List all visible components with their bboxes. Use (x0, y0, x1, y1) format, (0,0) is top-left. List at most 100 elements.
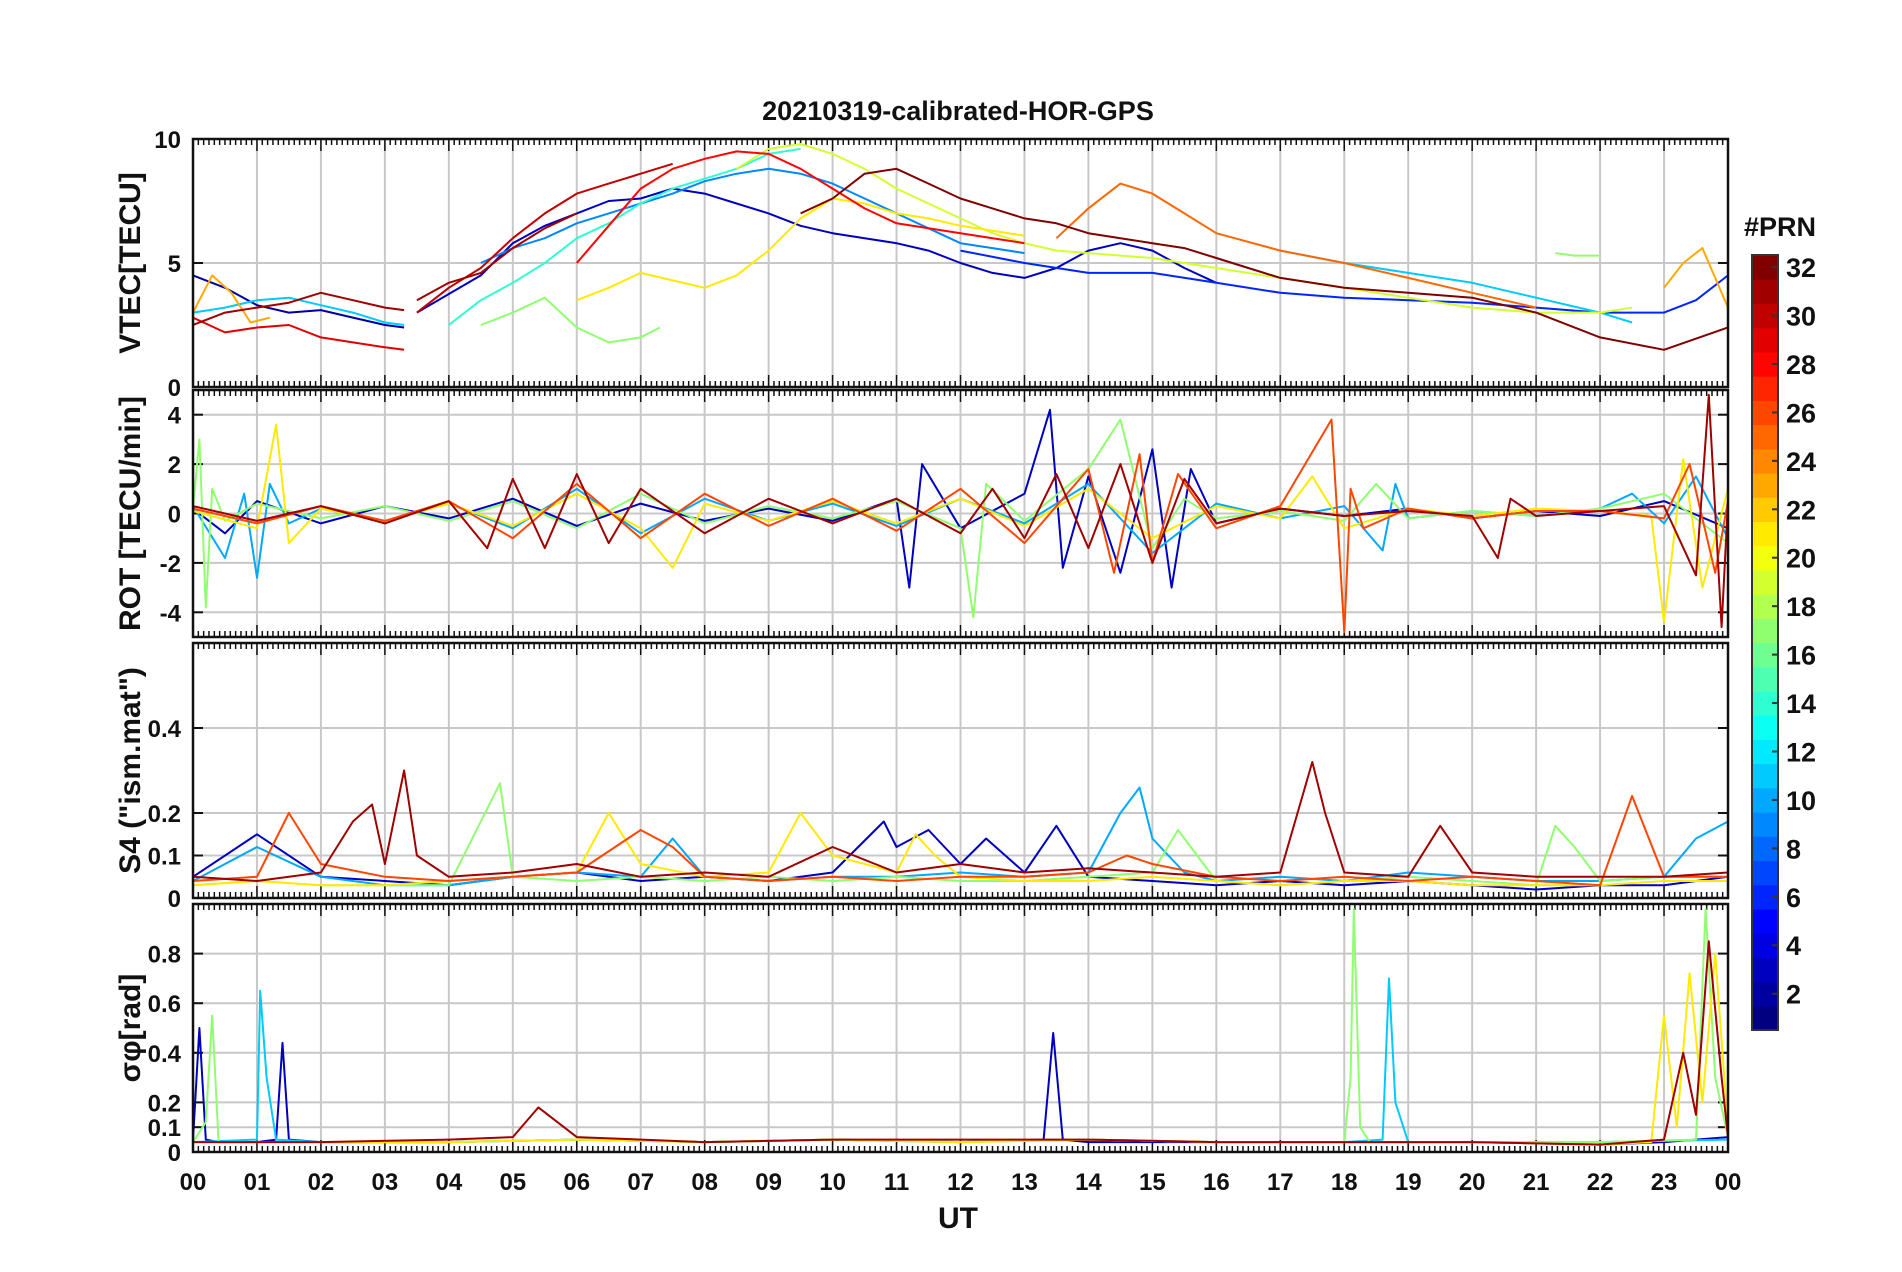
series-prn-31 (193, 940, 1728, 1146)
colorbar-tick-label: 14 (1786, 689, 1816, 719)
series-prn-23 (1663, 247, 1728, 308)
colorbar-tick-label: 30 (1786, 302, 1816, 332)
axes-frame (191, 137, 1730, 389)
colorbar-tick-label: 10 (1786, 786, 1816, 816)
x-tick-label: 13 (1011, 1169, 1038, 1196)
colorbar-swatch (1752, 957, 1778, 983)
series-prn-28 (576, 150, 1025, 264)
x-tick-label: 20 (1459, 1169, 1486, 1196)
colorbar-swatch (1752, 424, 1778, 450)
colorbar-swatch (1752, 521, 1778, 547)
panel-3: 0 0.1 0.2 0.4S4 ("ism.mat") (114, 641, 1730, 913)
colorbar-tick-label: 16 (1786, 641, 1816, 671)
panel-4: 00.10.2 0.4 0.6 0.8σφ[rad] (114, 902, 1730, 1167)
y-tick-label: 0.2 (148, 1090, 181, 1117)
x-tick-label: 19 (1395, 1169, 1422, 1196)
x-tick-label: 09 (755, 1169, 782, 1196)
x-tick-label: 11 (884, 1169, 909, 1196)
series-prn-14 (448, 147, 801, 326)
series-prn-17 (480, 296, 661, 344)
colorbar-swatch (1752, 327, 1778, 353)
x-tick-label: 22 (1587, 1169, 1614, 1196)
colorbar-tick-label: 8 (1786, 834, 1801, 864)
figure-title: 20210319-calibrated-HOR-GPS (762, 96, 1154, 126)
series-prn-23 (193, 274, 271, 324)
series-prn-17 (193, 418, 1728, 619)
colorbar-swatch (1752, 763, 1778, 789)
x-tick-label: 21 (1523, 1169, 1550, 1196)
series-prn-11 (193, 296, 405, 326)
y-tick-label: 0.2 (148, 801, 181, 828)
colorbar-tick-label: 28 (1786, 350, 1816, 380)
axes-frame (191, 641, 1730, 900)
series-group (193, 761, 1728, 891)
colorbar-swatch (1752, 376, 1778, 401)
series-prn-19 (736, 143, 1633, 314)
panel-2: -4 -2 0 2 4 ROT [TECU/min] (114, 388, 1730, 639)
series-prn-3 (416, 187, 1217, 314)
x-tick-label: 12 (947, 1169, 974, 1196)
x-tick-label: 04 (435, 1169, 462, 1196)
y-tick-label: 0.4 (148, 716, 182, 743)
x-tick-label: 07 (627, 1169, 654, 1196)
x-tick-label: 16 (1203, 1169, 1230, 1196)
y-tick-label: 0 (168, 1140, 181, 1167)
series-prn-21 (576, 197, 1025, 302)
series-prn-9 (480, 167, 1025, 264)
series-prn-31 (193, 761, 1728, 882)
x-tick-label: 08 (691, 1169, 718, 1196)
y-tick-label: 4 (168, 403, 182, 430)
colorbar-tick-label: 6 (1786, 883, 1801, 913)
x-tick-labels: 00 01 02 03 04 05 06 07 08 09 10 11 12 13 14 15 16 17 18 19… (180, 1169, 1742, 1196)
series-prn-31 (416, 212, 578, 302)
series-prn-32 (800, 167, 1728, 351)
series-group (193, 393, 1728, 634)
y-tick-label: 0 (168, 886, 181, 913)
colorbar-swatch (1752, 908, 1778, 934)
colorbar-tick-label: 22 (1786, 495, 1816, 525)
colorbar-tick-label: 18 (1786, 592, 1816, 622)
x-tick-label: 14 (1075, 1169, 1102, 1196)
colorbar-tick-label: 20 (1786, 544, 1816, 574)
panel-1: 0 5 10 VTEC[TECU] (114, 127, 1730, 402)
series-prn-6 (960, 249, 1728, 314)
y-tick-label: 5 (168, 251, 181, 278)
y-tick-label: 0 (168, 502, 181, 529)
x-tick-label: 01 (244, 1169, 271, 1196)
colorbar-tick-label: 32 (1786, 253, 1816, 283)
colorbar-swatch (1752, 472, 1778, 498)
colorbar-tick-label: 26 (1786, 398, 1816, 428)
colorbar-swatch (1752, 666, 1778, 692)
series-prn-30 (416, 162, 673, 314)
y-tick-label: -4 (160, 600, 182, 627)
x-tick-label: 23 (1651, 1169, 1678, 1196)
series-prn-17 (1555, 252, 1601, 257)
x-tick-label: 18 (1331, 1169, 1358, 1196)
y-tick-label: 0.1 (148, 844, 181, 871)
y-axis-label: VTEC[TECU] (114, 172, 147, 354)
x-tick-label: 15 (1139, 1169, 1166, 1196)
series-prn-26 (193, 795, 1728, 887)
y-tick-label: 0.8 (148, 942, 181, 969)
series-prn-31 (193, 291, 405, 326)
x-tick-label: 05 (499, 1169, 526, 1196)
y-axis-label: S4 ("ism.mat") (114, 667, 147, 874)
colorbar-swatch (1752, 618, 1778, 644)
colorbar-swatch (1752, 860, 1778, 886)
colorbar-frame (1751, 254, 1779, 1031)
y-tick-label: 0 (168, 375, 181, 402)
y-axis-label: ROT [TECU/min] (114, 396, 147, 631)
y-tick-label: 0.4 (148, 1041, 182, 1068)
axes-frame (191, 902, 1730, 1154)
colorbar-tick-label: 12 (1786, 737, 1816, 767)
colorbar-tick-label: 2 (1786, 980, 1801, 1010)
y-tick-label: -2 (160, 551, 181, 578)
y-tick-label: 0.1 (148, 1115, 181, 1142)
y-tick-label: 0.6 (148, 991, 181, 1018)
series-prn-29 (193, 316, 405, 351)
colorbar-swatch (1752, 1005, 1778, 1031)
colorbar-tick-label: 24 (1786, 447, 1816, 477)
x-tick-label: 10 (819, 1169, 846, 1196)
